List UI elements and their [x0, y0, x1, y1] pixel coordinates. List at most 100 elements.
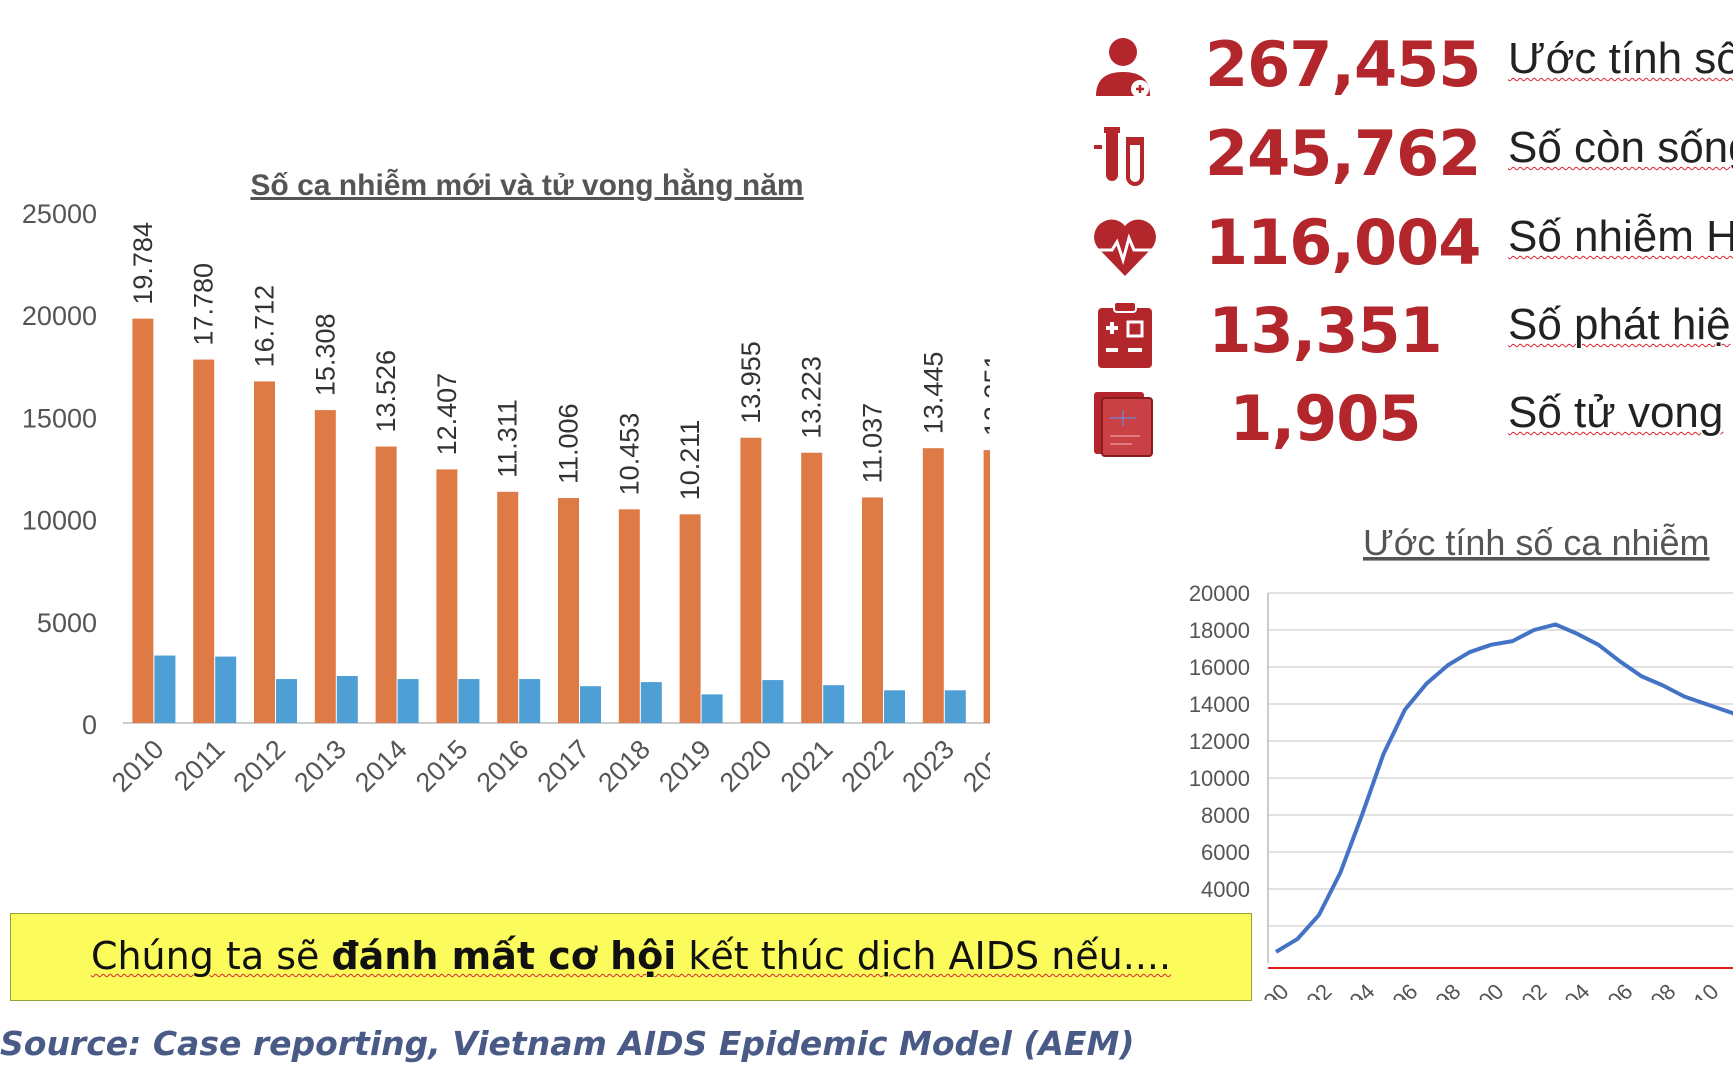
- hiv-value-label: 13.526: [371, 350, 401, 433]
- hiv-bar: [740, 437, 762, 723]
- death-bar: [580, 686, 601, 723]
- death-bar: [336, 675, 358, 723]
- hiv-value-label: 17.780: [189, 263, 219, 346]
- banner-text-pre: Chúng ta sẽ: [90, 934, 332, 978]
- stat-label: Số tử vong: [1508, 388, 1724, 437]
- death-bar: [944, 690, 966, 723]
- stat-value: 116,004: [1205, 206, 1481, 279]
- y-tick-label: 14000: [1189, 692, 1250, 717]
- hiv-value-label: 11.006: [554, 403, 584, 484]
- x-tick-label: 2022: [836, 734, 900, 798]
- stat-row: 1,905 Số tử vong: [1090, 382, 1733, 462]
- x-tick-label: 2024: [957, 734, 990, 798]
- stat-row: 13,351 Số phát hiệ: [1090, 294, 1733, 374]
- hiv-bar: [254, 381, 275, 723]
- y-tick-label: 8000: [1201, 803, 1250, 828]
- x-tick-label: 2015: [410, 734, 474, 798]
- bar-chart-title: Số ca nhiễm mới và tử vong hằng năm: [250, 168, 803, 202]
- medical-record-icon: [1090, 388, 1160, 458]
- line-chart-title: Ước tính số ca nhiễm: [1363, 522, 1710, 563]
- y-tick-label: 12000: [1189, 729, 1250, 754]
- y-tick-label: 20000: [22, 301, 97, 331]
- hiv-value-label: 11.037: [858, 403, 888, 484]
- x-tick-label: 2019: [653, 734, 717, 798]
- y-tick-label: 15000: [22, 403, 97, 433]
- stat-label: Ước tính số: [1508, 34, 1733, 83]
- y-tick-label: 0: [82, 710, 97, 740]
- hiv-value-label: 12.407: [432, 373, 462, 456]
- death-bar: [762, 680, 784, 723]
- stat-row: 245,762 Số còn sống: [1090, 117, 1733, 197]
- hiv-bar: [801, 452, 823, 723]
- banner-text-bold: đánh mất cơ hội: [331, 934, 677, 978]
- source-note: Source: Case reporting, Vietnam AIDS Epi…: [0, 1024, 1135, 1063]
- stat-row: 267,455 Ước tính số: [1090, 28, 1733, 108]
- hiv-bar: [679, 514, 701, 723]
- hiv-value-label: 11.311: [493, 399, 523, 478]
- stat-value: 13,351: [1208, 294, 1442, 367]
- hiv-bar: [983, 450, 990, 723]
- banner-text: Chúng ta sẽ đánh mất cơ hội kết thúc dịc…: [11, 934, 1251, 978]
- hiv-value-label: 10.211: [675, 420, 705, 501]
- x-tick-label: 2021: [775, 734, 839, 798]
- death-bar: [276, 679, 297, 723]
- hiv-value-label: 19.784: [128, 222, 158, 305]
- x-tick-label: 2013: [288, 734, 352, 798]
- stat-label: Số còn sống: [1508, 123, 1733, 172]
- hiv-bar: [558, 498, 579, 723]
- doctor-icon: [1090, 34, 1160, 104]
- hiv-bar: [314, 410, 336, 723]
- stat-value: 267,455: [1205, 28, 1481, 101]
- stat-value: 1,905: [1229, 382, 1421, 455]
- death-bar: [397, 679, 419, 723]
- banner-text-post: kết thúc dịch AIDS nếu....: [676, 934, 1172, 978]
- y-tick-label: 20000: [1189, 581, 1250, 606]
- y-tick-label: 10000: [22, 506, 97, 536]
- stat-value: 245,762: [1205, 117, 1481, 190]
- hiv-value-label: 13.445: [918, 352, 948, 435]
- clipboard-icon: [1090, 300, 1160, 370]
- stat-label: Số phát hiệ: [1508, 300, 1731, 349]
- hiv-value-label: 13.223: [797, 356, 827, 439]
- test-tubes-icon: [1090, 123, 1160, 193]
- message-banner: Chúng ta sẽ đánh mất cơ hội kết thúc dịc…: [10, 913, 1252, 1001]
- hiv-value-label: 15.308: [310, 314, 340, 397]
- estimate-line-chart: Ước tính số ca nhiễm02000400060008000100…: [1189, 522, 1733, 1000]
- x-tick-label: 2018: [592, 734, 656, 798]
- x-tick-label: 2020: [714, 734, 778, 798]
- x-tick-label: 2014: [349, 734, 413, 798]
- y-tick-label: 16000: [1189, 655, 1250, 680]
- estimate-series-line: [1274, 622, 1733, 954]
- y-tick-label: 5000: [37, 608, 97, 638]
- hiv-bar: [375, 446, 397, 723]
- hiv-bar: [436, 469, 458, 723]
- hiv-bar: [193, 359, 215, 723]
- y-tick-label: 10000: [1189, 766, 1250, 791]
- x-tick-label: 2023: [896, 734, 960, 798]
- death-bar: [823, 685, 845, 723]
- death-bar: [215, 656, 237, 723]
- y-tick-label: 18000: [1189, 618, 1250, 643]
- y-tick-label: 25000: [22, 199, 97, 229]
- x-tick-label: 2010: [106, 734, 170, 798]
- hiv-bar: [497, 491, 519, 723]
- death-bar: [701, 694, 723, 723]
- heart-pulse-icon: [1090, 212, 1160, 282]
- hiv-value-label: 13.351: [979, 354, 990, 437]
- y-tick-label: 4000: [1201, 877, 1250, 902]
- death-bar: [884, 690, 905, 723]
- death-bar: [640, 682, 662, 723]
- x-tick-label: 2012: [228, 734, 292, 798]
- hiv-value-label: 13.955: [736, 341, 766, 424]
- y-tick-label: 6000: [1201, 840, 1250, 865]
- hiv-bar: [618, 509, 640, 723]
- hiv-value-label: 10.453: [614, 413, 644, 496]
- stat-row: 116,004 Số nhiễm H: [1090, 206, 1733, 286]
- stat-label: Số nhiễm H: [1508, 212, 1733, 261]
- x-tick-label: 2016: [471, 734, 535, 798]
- hiv-value-label: 16.712: [250, 285, 280, 368]
- death-bar: [154, 655, 176, 723]
- hiv-bar: [132, 318, 154, 723]
- death-bar: [519, 679, 541, 723]
- annual-bar-chart: Số ca nhiễm mới và tử vong hằng năm 0 5000…: [22, 168, 990, 798]
